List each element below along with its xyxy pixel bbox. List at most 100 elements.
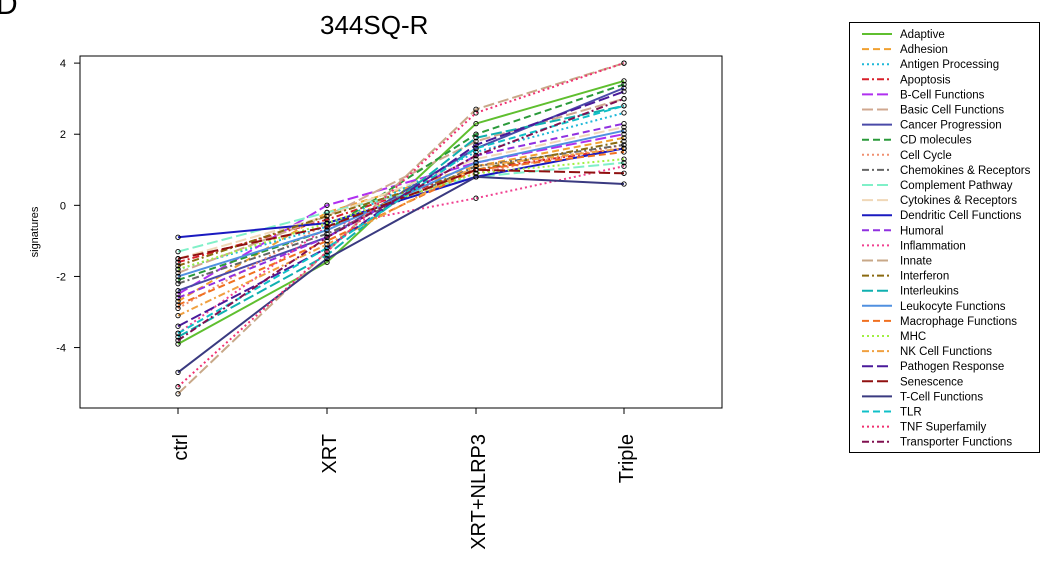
- data-point: [621, 163, 627, 169]
- series-line: [177, 147, 625, 239]
- legend-label: TNF Superfamily: [900, 422, 987, 434]
- data-point: [175, 341, 181, 347]
- data-point: [175, 323, 181, 329]
- data-point: [621, 96, 627, 102]
- series-line: [177, 158, 625, 271]
- data-point: [175, 391, 181, 397]
- data-point: [621, 103, 627, 109]
- data-point: [175, 270, 181, 276]
- data-point: [621, 135, 627, 141]
- data-point: [473, 156, 479, 162]
- legend-label: Inflammation: [900, 240, 966, 252]
- data-point: [473, 170, 479, 176]
- legend-label: Adhesion: [900, 44, 948, 56]
- series-line: [177, 62, 625, 388]
- data-point: [175, 277, 181, 283]
- y-axis-label: signatures: [29, 206, 41, 257]
- data-point: [473, 135, 479, 141]
- y-tick-label: 0: [60, 200, 66, 212]
- data-point: [175, 291, 181, 297]
- data-point: [473, 106, 479, 112]
- data-point: [175, 273, 181, 280]
- legend-label: Interferon: [900, 271, 949, 283]
- legend-label: Transporter Functions: [900, 437, 1012, 449]
- data-point: [175, 248, 181, 255]
- legend-label: Chemokines & Receptors: [900, 165, 1031, 177]
- chart-title: 344SQ-R: [320, 10, 429, 40]
- data-point: [324, 259, 330, 265]
- data-point: [324, 256, 330, 262]
- series-lines: [177, 62, 625, 395]
- series-line: [177, 143, 625, 310]
- data-point: [324, 202, 330, 208]
- legend-label: Innate: [900, 256, 932, 268]
- data-point: [324, 231, 330, 237]
- series-line: [177, 83, 625, 281]
- data-point: [621, 156, 627, 162]
- data-point: [175, 288, 181, 294]
- data-point: [473, 167, 479, 173]
- data-point: [621, 145, 627, 152]
- data-point: [473, 142, 479, 148]
- data-point: [175, 330, 181, 336]
- data-point: [175, 337, 181, 344]
- data-point: [175, 298, 181, 304]
- legend-label: CD molecules: [900, 135, 972, 147]
- data-point: [324, 245, 330, 251]
- data-point: [175, 369, 181, 376]
- x-tick-label: XRT: [319, 434, 341, 474]
- data-point: [621, 85, 627, 91]
- data-point: [175, 302, 181, 308]
- panel-letter: D: [0, 0, 18, 21]
- data-point: [175, 259, 181, 265]
- legend: Adaptive Adhesion Antigen Processing Apopto…: [862, 29, 1031, 449]
- y-tick-label: 2: [60, 129, 66, 141]
- data-point: [621, 170, 627, 176]
- series-line: [177, 147, 625, 317]
- data-point: [175, 256, 181, 262]
- series-line: [177, 133, 625, 296]
- data-point: [473, 149, 479, 155]
- data-point: [621, 181, 627, 187]
- plot-frame: [79, 55, 723, 409]
- data-point: [175, 280, 181, 287]
- legend-label: Adaptive: [900, 29, 945, 41]
- x-tick-label: Triple: [616, 434, 638, 483]
- legend-label: B-Cell Functions: [900, 89, 985, 101]
- series-points: [175, 60, 627, 397]
- data-point: [175, 312, 181, 319]
- series-line: [177, 104, 625, 338]
- data-point: [175, 384, 181, 390]
- data-point: [324, 209, 330, 216]
- data-point: [473, 110, 479, 116]
- x-tick-label: XRT+NLRP3: [468, 434, 490, 550]
- data-point: [621, 88, 627, 95]
- series-line: [177, 143, 625, 285]
- data-point: [621, 142, 627, 148]
- series-line: [177, 62, 625, 395]
- series-line: [177, 97, 625, 342]
- data-point: [324, 220, 330, 226]
- data-point: [324, 227, 330, 233]
- data-point: [473, 174, 479, 180]
- legend-label: Pathogen Response: [900, 361, 1004, 373]
- data-point: [473, 131, 479, 137]
- data-point: [621, 128, 627, 134]
- data-point: [324, 238, 330, 244]
- series-line: [177, 151, 625, 306]
- data-point: [324, 234, 330, 240]
- legend-label: Cytokines & Receptors: [900, 195, 1017, 207]
- data-point: [324, 224, 330, 230]
- legend-label: Apoptosis: [900, 74, 951, 86]
- x-axis: ctrl XRT XRT+NLRP3 Triple: [170, 408, 638, 550]
- series-line: [177, 90, 625, 328]
- data-point: [621, 81, 627, 88]
- data-point: [175, 334, 181, 340]
- data-point: [621, 110, 627, 116]
- series-line: [177, 165, 625, 335]
- data-point: [324, 216, 330, 223]
- data-point: [473, 152, 479, 159]
- y-tick-label: -4: [56, 343, 66, 355]
- series-line: [177, 111, 625, 271]
- data-point: [621, 120, 627, 127]
